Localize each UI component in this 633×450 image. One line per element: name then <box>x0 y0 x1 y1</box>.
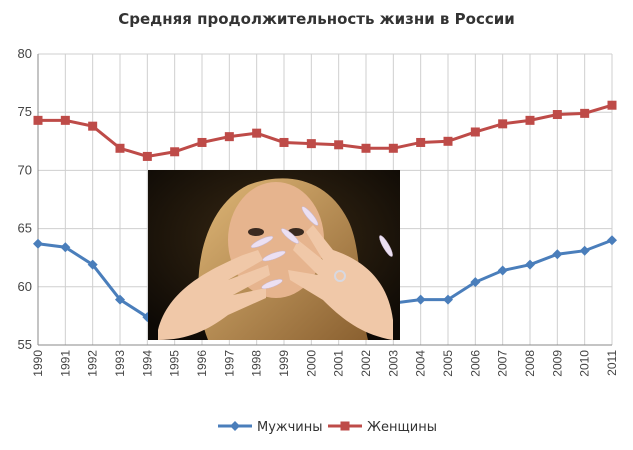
data-point <box>88 121 98 131</box>
x-tick-label: 2003 <box>386 350 400 377</box>
x-tick-label: 2007 <box>496 350 510 377</box>
legend-label-2: Женщины <box>367 420 437 435</box>
x-tick-label: 1997 <box>222 350 236 377</box>
data-point <box>607 235 617 246</box>
y-tick-label: 75 <box>18 104 32 119</box>
data-point <box>142 151 152 161</box>
data-point <box>470 127 480 137</box>
data-point <box>443 294 453 305</box>
face <box>228 182 324 298</box>
y-tick-labels: 55 60 65 70 75 80 <box>18 46 32 352</box>
data-point <box>552 249 563 260</box>
data-point <box>497 265 508 276</box>
series-line-2 <box>38 103 613 158</box>
left-eye <box>248 228 264 236</box>
x-tick-label: 1999 <box>277 350 291 377</box>
nails <box>250 206 393 289</box>
data-point <box>361 143 371 153</box>
data-point <box>607 100 617 110</box>
data-point <box>115 143 125 153</box>
ring <box>334 270 346 282</box>
data-point <box>579 245 590 256</box>
x-tick-label: 1992 <box>86 350 100 377</box>
chart-title: Средняя продолжительность жизни в России <box>118 10 515 28</box>
data-point <box>580 108 590 118</box>
y-tick-label: 80 <box>18 46 32 61</box>
y-tick-label: 70 <box>18 162 32 177</box>
data-point <box>197 137 207 147</box>
data-point <box>60 115 70 125</box>
data-point <box>525 115 535 125</box>
x-tick-label: 2010 <box>578 350 592 377</box>
x-tick-label: 1998 <box>250 350 264 377</box>
y-tick-label: 55 <box>18 337 32 352</box>
data-point <box>416 137 426 147</box>
x-tick-labels: 1990 1991 1992 1993 1994 1995 1996 1997 1998 1999… <box>31 350 619 377</box>
data-point <box>334 140 344 150</box>
y-tick-label: 65 <box>18 221 32 236</box>
data-point <box>33 238 43 249</box>
y-tick-label: 60 <box>18 279 32 294</box>
x-tick-label: 1994 <box>140 350 154 377</box>
data-point <box>170 147 180 157</box>
x-tick-label: 2004 <box>414 350 428 377</box>
x-tick-label: 2001 <box>332 350 346 377</box>
data-point <box>388 143 398 153</box>
data-point <box>252 128 262 138</box>
x-tick-label: 2011 <box>605 350 619 376</box>
data-point <box>525 259 535 270</box>
data-point <box>443 136 453 146</box>
data-point <box>498 119 508 129</box>
x-tick-label: 2002 <box>359 350 373 377</box>
x-tick-label: 2000 <box>304 350 318 377</box>
x-tick-label: 1990 <box>31 350 45 377</box>
chart-axes <box>37 54 612 346</box>
x-tick-label: 2005 <box>441 350 455 377</box>
data-point <box>552 110 562 120</box>
data-point <box>224 132 234 142</box>
x-tick-label: 1995 <box>168 350 182 377</box>
photo-overlay <box>148 170 400 340</box>
x-tick-label: 2006 <box>468 350 482 377</box>
data-point <box>306 139 316 149</box>
data-point <box>115 294 125 305</box>
right-hand <box>288 225 393 340</box>
data-point <box>60 242 71 253</box>
x-tick-label: 1991 <box>58 350 72 377</box>
legend-marker-2 <box>340 421 350 431</box>
x-tick-label: 2008 <box>523 350 537 377</box>
data-point <box>87 259 98 270</box>
data-point <box>415 294 426 305</box>
data-point <box>279 137 289 147</box>
x-tick-label: 2009 <box>550 350 564 377</box>
legend-marker-1 <box>230 421 240 431</box>
left-hand <box>158 250 270 340</box>
x-tick-label: 1993 <box>113 350 127 377</box>
chart-legend: Мужчины Женщины <box>218 420 437 435</box>
data-point <box>470 277 481 288</box>
x-tick-label: 1996 <box>195 350 209 377</box>
data-point <box>33 115 43 125</box>
legend-label-1: Мужчины <box>257 420 323 435</box>
